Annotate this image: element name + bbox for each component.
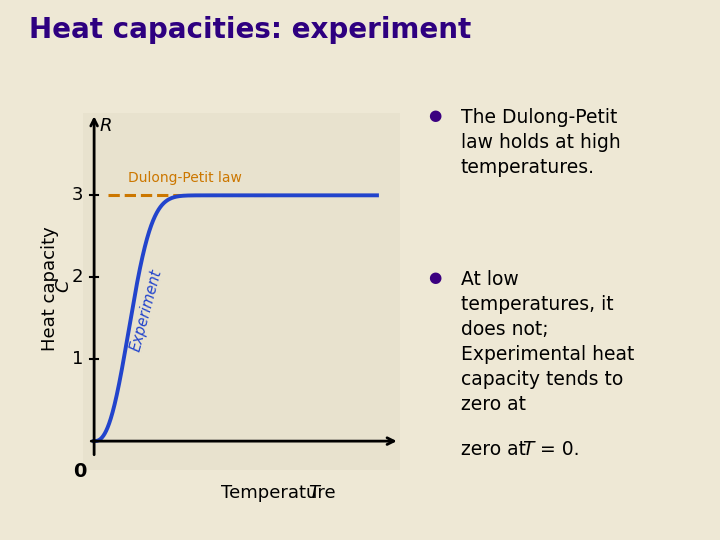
Text: Heat capacities: experiment: Heat capacities: experiment bbox=[29, 16, 471, 44]
Text: R: R bbox=[99, 118, 112, 136]
Text: ●: ● bbox=[428, 108, 441, 123]
Text: Experiment: Experiment bbox=[128, 267, 165, 353]
Text: zero at: zero at bbox=[461, 440, 532, 459]
Text: C: C bbox=[54, 279, 72, 292]
Text: 3: 3 bbox=[72, 186, 84, 204]
Text: At low
temperatures, it
does not;
Experimental heat
capacity tends to
zero at: At low temperatures, it does not; Experi… bbox=[461, 270, 634, 414]
Text: The Dulong-Petit
law holds at high
temperatures.: The Dulong-Petit law holds at high tempe… bbox=[461, 108, 621, 177]
Text: 0: 0 bbox=[73, 462, 86, 481]
Text: T: T bbox=[522, 440, 534, 459]
Text: = 0.: = 0. bbox=[534, 440, 579, 459]
Text: Dulong-Petit law: Dulong-Petit law bbox=[128, 171, 242, 185]
Text: ●: ● bbox=[428, 270, 441, 285]
Text: 2: 2 bbox=[72, 268, 84, 286]
Text: Heat capacity: Heat capacity bbox=[41, 220, 59, 350]
Text: T: T bbox=[308, 484, 320, 502]
Text: 1: 1 bbox=[72, 350, 84, 368]
Text: Temperature: Temperature bbox=[222, 484, 342, 502]
